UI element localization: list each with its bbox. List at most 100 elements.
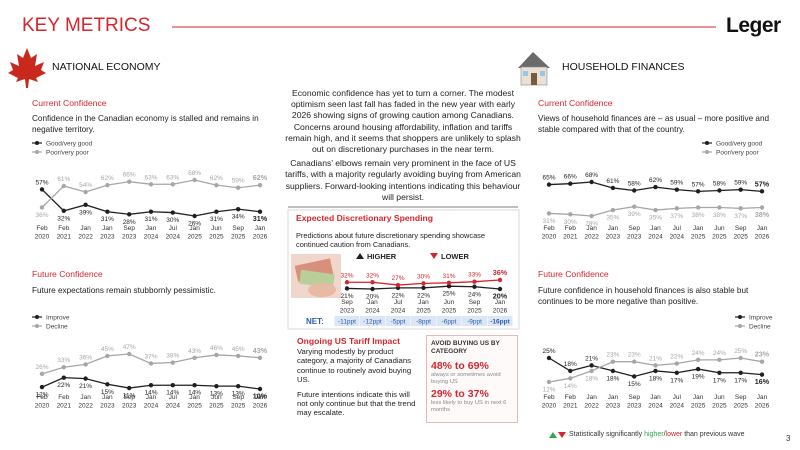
data-point (127, 212, 132, 217)
x-tick-label: 2026 (253, 234, 268, 241)
data-point (497, 277, 503, 283)
footnote-part: lower (665, 431, 683, 438)
data-point (192, 177, 197, 183)
x-tick-label: 2024 (365, 308, 380, 315)
legend-label: Decline (46, 323, 68, 330)
x-tick-label: 2025 (712, 234, 727, 241)
data-label: 62% (210, 175, 223, 182)
legend-label: Decline (749, 323, 771, 330)
data-label: 45% (232, 346, 245, 353)
x-tick-label: 2025 (691, 234, 706, 241)
data-point (632, 374, 637, 379)
data-label: 12% (35, 392, 48, 399)
data-label: 14% (166, 390, 179, 397)
data-point (717, 205, 722, 210)
legend-label: LOWER (441, 252, 469, 261)
data-label: 54% (79, 182, 92, 189)
data-point (653, 363, 658, 368)
data-label: 26% (35, 364, 48, 371)
data-label: 21% (340, 293, 353, 300)
net-value: -12ppt (363, 319, 382, 326)
data-label: 62% (649, 177, 662, 184)
x-tick-label: 2024 (144, 403, 159, 410)
data-label: 37% (144, 353, 157, 360)
data-label: 32% (340, 272, 353, 279)
data-label: 38% (755, 210, 770, 219)
data-label: 62% (101, 175, 114, 182)
data-point (236, 206, 241, 212)
x-tick-label: Jan (495, 299, 506, 306)
data-point (39, 384, 45, 390)
data-label: 35% (649, 215, 662, 222)
x-tick-label: Jul (394, 299, 403, 306)
x-tick-label: 2025 (416, 308, 431, 315)
x-tick-label: Jun (444, 299, 455, 306)
data-point (61, 375, 66, 380)
data-label: 17% (734, 377, 747, 384)
data-point (717, 357, 722, 363)
tariff-box: AVOID BUYING US BY CATEGORY 48% to 69% alw… (426, 335, 518, 423)
data-point (632, 204, 637, 209)
data-point (83, 189, 88, 195)
data-label: 39% (628, 211, 641, 218)
data-label: 59% (670, 180, 683, 187)
data-label: 38% (713, 212, 726, 219)
data-label: 15% (628, 381, 641, 388)
x-tick-label: Sep (232, 394, 244, 401)
x-tick-label: 2021 (57, 234, 72, 241)
data-label: 28% (585, 221, 598, 228)
data-label: 22% (57, 382, 70, 389)
data-point (192, 355, 197, 360)
footnote-part: than previous wave (684, 431, 745, 438)
x-tick-label: Jan (189, 394, 200, 401)
data-point (632, 188, 637, 193)
data-label: 65% (542, 175, 555, 182)
legend-label: Poor/very poor (716, 149, 759, 156)
data-point (370, 286, 375, 292)
data-point (105, 209, 110, 214)
data-point (610, 368, 616, 374)
x-tick-label: Jan (418, 299, 429, 306)
x-tick-label: 2022 (78, 234, 93, 241)
data-point (236, 353, 241, 359)
data-point (546, 355, 552, 361)
data-point (568, 368, 573, 374)
data-point (653, 207, 658, 213)
legend-marker (356, 253, 364, 259)
x-tick-label: 2020 (35, 234, 50, 241)
data-label: 17% (713, 377, 726, 384)
data-point (546, 211, 552, 216)
net-value: -8ppt (416, 319, 431, 326)
net-value: -6ppt (442, 319, 457, 326)
data-label: 38% (166, 353, 179, 360)
data-label: 32% (57, 215, 70, 222)
x-tick-label: 2022 (78, 403, 93, 410)
data-label: 58% (628, 181, 641, 188)
net-pill (385, 316, 411, 326)
data-label: 47% (123, 344, 136, 351)
data-point (395, 282, 401, 288)
stat-note: less likely to buy US in next 6 months (431, 400, 507, 413)
data-label: 31% (542, 218, 555, 225)
x-tick-label: Jan (80, 225, 91, 232)
footnote-part: / (663, 431, 666, 438)
x-tick-label: Feb (565, 394, 577, 401)
data-point (148, 182, 154, 187)
summary: Economic confidence has yet to turn a co… (285, 88, 521, 206)
x-tick-label: Jan (757, 394, 768, 401)
x-tick-label: Jan (650, 394, 661, 401)
chart-subtitle: Future confidence in household finances … (538, 286, 749, 306)
legend-marker (35, 141, 39, 145)
x-tick-label: Jul (169, 394, 178, 401)
data-point (738, 355, 743, 361)
legend-marker (705, 150, 709, 154)
spending-box (287, 209, 520, 330)
net-value: -5ppt (391, 319, 406, 326)
data-point (759, 372, 765, 377)
data-label: 66% (123, 172, 136, 179)
footnote: Statistically significantly higher/lower… (569, 431, 745, 438)
data-point (717, 188, 722, 193)
net-pill (462, 316, 487, 326)
data-label: 21% (585, 355, 598, 362)
legend-marker (738, 324, 742, 328)
